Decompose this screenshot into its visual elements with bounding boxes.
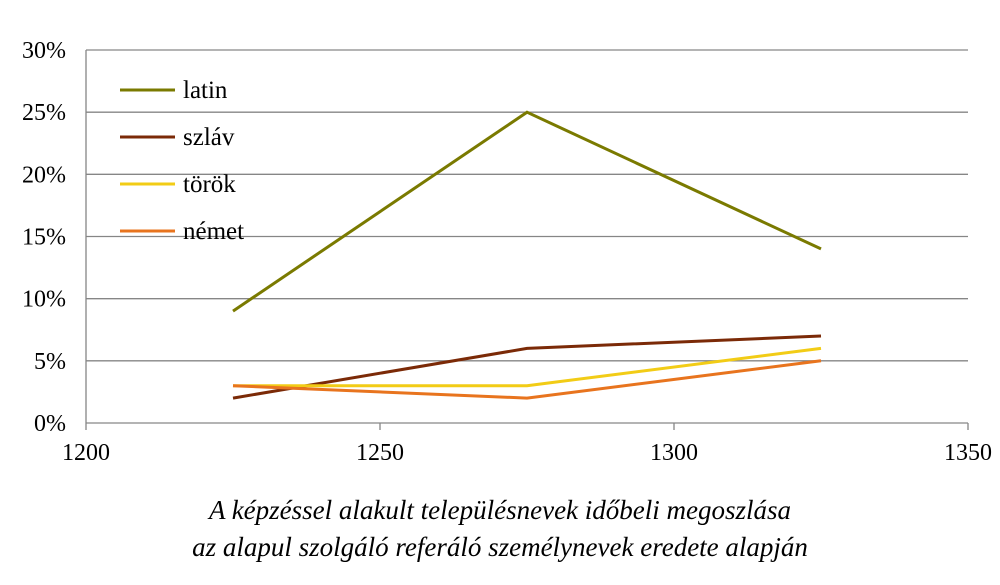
y-tick-label: 15% <box>22 225 66 251</box>
legend-label-német: német <box>183 218 244 245</box>
legend-label-török: török <box>183 171 236 198</box>
chart-caption-line-2: az alapul szolgáló referáló személynevek… <box>192 532 808 562</box>
legend-label-szláv: szláv <box>183 124 235 151</box>
x-tick-label: 1200 <box>62 440 110 466</box>
y-tick-label: 30% <box>22 38 66 64</box>
series-line-latin <box>232 110 822 313</box>
y-tick-label: 0% <box>34 411 66 437</box>
series-line-német <box>232 359 822 400</box>
y-tick-label: 20% <box>22 162 66 188</box>
y-tick-label: 25% <box>22 100 66 126</box>
legend-label-latin: latin <box>183 77 228 104</box>
x-tick-label: 1250 <box>356 440 404 466</box>
y-tick-label: 10% <box>22 287 66 313</box>
x-tick-label: 1300 <box>650 440 698 466</box>
line-chart: 0% 5% 10% 15% 20% 25% 30% 1200 1250 1300 1350 latin… <box>22 38 992 466</box>
x-tick-label: 1350 <box>944 440 992 466</box>
series-line-szláv <box>232 334 822 400</box>
chart-caption-line-1: A képzéssel alakult településnevek időbe… <box>208 495 792 525</box>
y-tick-label: 5% <box>34 349 66 375</box>
series-line-török <box>233 346 822 388</box>
legend: latin szláv török német <box>120 77 244 245</box>
